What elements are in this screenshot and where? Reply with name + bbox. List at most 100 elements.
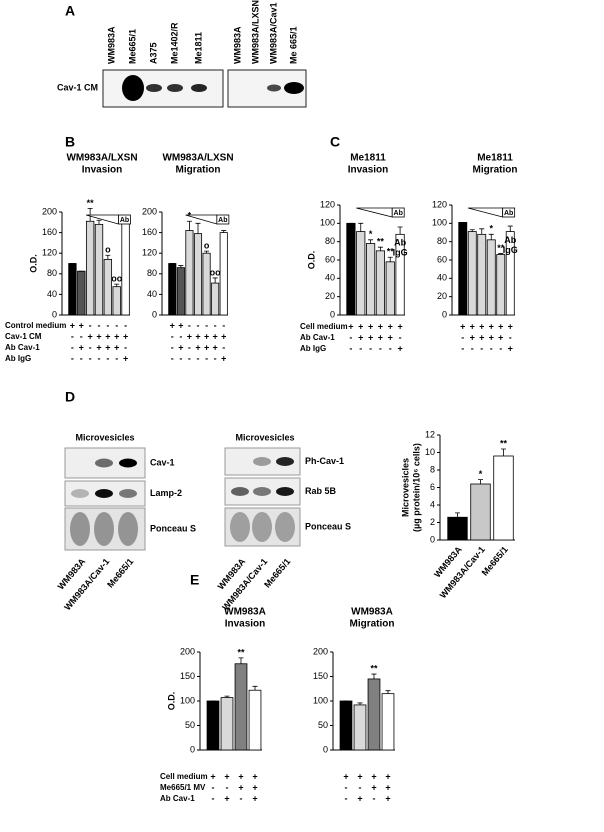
- condition-sign: -: [212, 782, 215, 792]
- condition-sign: -: [379, 343, 382, 353]
- bar: [339, 700, 353, 751]
- condition-name: Control medium: [5, 321, 66, 330]
- condition-sign: +: [213, 342, 218, 352]
- error-bar: [397, 226, 403, 235]
- bar: [176, 267, 185, 316]
- error-bar: [358, 222, 364, 232]
- condition-sign: -: [222, 320, 225, 330]
- error-bar: [501, 448, 506, 456]
- y-tick-label: 0: [190, 744, 195, 754]
- condition-sign: +: [170, 320, 175, 330]
- y-tick-label: 100: [432, 218, 447, 228]
- condition-sign: +: [397, 343, 402, 353]
- condition-sign: +: [368, 321, 373, 331]
- significance: **: [377, 237, 385, 247]
- condition-sign: +: [96, 342, 101, 352]
- condition-sign: -: [461, 343, 464, 353]
- condition-sign: +: [178, 320, 183, 330]
- condition-sign: +: [388, 321, 393, 331]
- condition-sign: -: [345, 782, 348, 792]
- bar: [385, 261, 395, 316]
- gradient-box: [216, 214, 230, 225]
- bar-text: Ab: [394, 238, 406, 248]
- condition-sign: -: [124, 320, 127, 330]
- condition-sign: +: [96, 331, 101, 341]
- error-bar: [469, 229, 475, 232]
- lane-label: WM983A: [232, 26, 242, 64]
- condition-sign: -: [98, 320, 101, 330]
- condition-sign: +: [238, 771, 243, 781]
- condition-name: Ab Cav-1: [160, 794, 195, 803]
- blot-band: [119, 458, 137, 468]
- condition-sign: +: [224, 771, 229, 781]
- condition-sign: +: [489, 332, 494, 342]
- lane-label: Me665/1: [105, 556, 135, 589]
- bar: [202, 252, 211, 316]
- condition-sign: +: [357, 793, 362, 803]
- blot-band: [284, 82, 304, 94]
- bar: [168, 263, 177, 316]
- panel-label: C: [330, 134, 340, 150]
- condition-sign: -: [499, 343, 502, 353]
- condition-sign: -: [359, 782, 362, 792]
- condition-sign: -: [124, 342, 127, 352]
- condition-sign: +: [210, 771, 215, 781]
- condition-sign: -: [369, 343, 372, 353]
- y-tick-label: 80: [437, 236, 447, 246]
- chart-title: WM983A/LXSN: [66, 153, 137, 164]
- condition-sign: +: [123, 353, 128, 363]
- blot-band: [276, 487, 294, 496]
- y-tick-label: 80: [147, 268, 157, 278]
- condition-sign: -: [205, 353, 208, 363]
- bar: [85, 220, 95, 316]
- condition-sign: -: [98, 353, 101, 363]
- bar: [366, 243, 376, 316]
- blot-row-label: Cav-1 CM: [57, 82, 98, 92]
- condition-sign: +: [105, 342, 110, 352]
- bar: [206, 700, 220, 751]
- blot-row-label: Cav-1: [150, 457, 175, 467]
- significance: *: [489, 224, 493, 234]
- bar: [356, 231, 366, 316]
- condition-sign: +: [195, 342, 200, 352]
- condition-sign: +: [204, 342, 209, 352]
- bar-text: IgG: [503, 245, 518, 255]
- condition-sign: -: [349, 332, 352, 342]
- gradient-box: [118, 214, 131, 225]
- gradient-triangle: [467, 207, 504, 218]
- y-tick-label: 150: [180, 671, 195, 681]
- condition-sign: +: [221, 353, 226, 363]
- condition-sign: -: [471, 343, 474, 353]
- significance: *: [369, 229, 373, 239]
- y-axis-label: Microvesicles: [400, 458, 410, 517]
- condition-sign: +: [187, 331, 192, 341]
- y-tick-label: 0: [52, 309, 57, 319]
- condition-sign: -: [115, 320, 118, 330]
- y-tick-label: 12: [425, 429, 435, 439]
- blot-band: [231, 487, 249, 496]
- bar: [112, 286, 121, 316]
- y-axis-label: O.D.: [28, 254, 38, 273]
- y-tick-label: 4: [430, 499, 435, 509]
- condition-sign: +: [70, 320, 75, 330]
- bar: [470, 483, 491, 541]
- significance: **: [387, 247, 395, 257]
- blot-band: [267, 84, 281, 92]
- error-bar: [224, 695, 230, 698]
- bar-text: Ab: [504, 235, 516, 245]
- bar: [375, 250, 385, 316]
- gradient-label: Ab: [394, 210, 403, 217]
- bar: [486, 239, 496, 316]
- condition-sign: +: [79, 320, 84, 330]
- condition-sign: -: [106, 320, 109, 330]
- condition-sign: +: [498, 321, 503, 331]
- condition-name: Cell medium: [300, 322, 348, 331]
- condition-sign: -: [89, 320, 92, 330]
- condition-sign: +: [388, 332, 393, 342]
- y-tick-label: 10: [425, 447, 435, 457]
- condition-sign: -: [197, 320, 200, 330]
- lane-label: WM983A/LXSN: [250, 0, 260, 64]
- condition-sign: -: [212, 793, 215, 803]
- condition-sign: -: [197, 353, 200, 363]
